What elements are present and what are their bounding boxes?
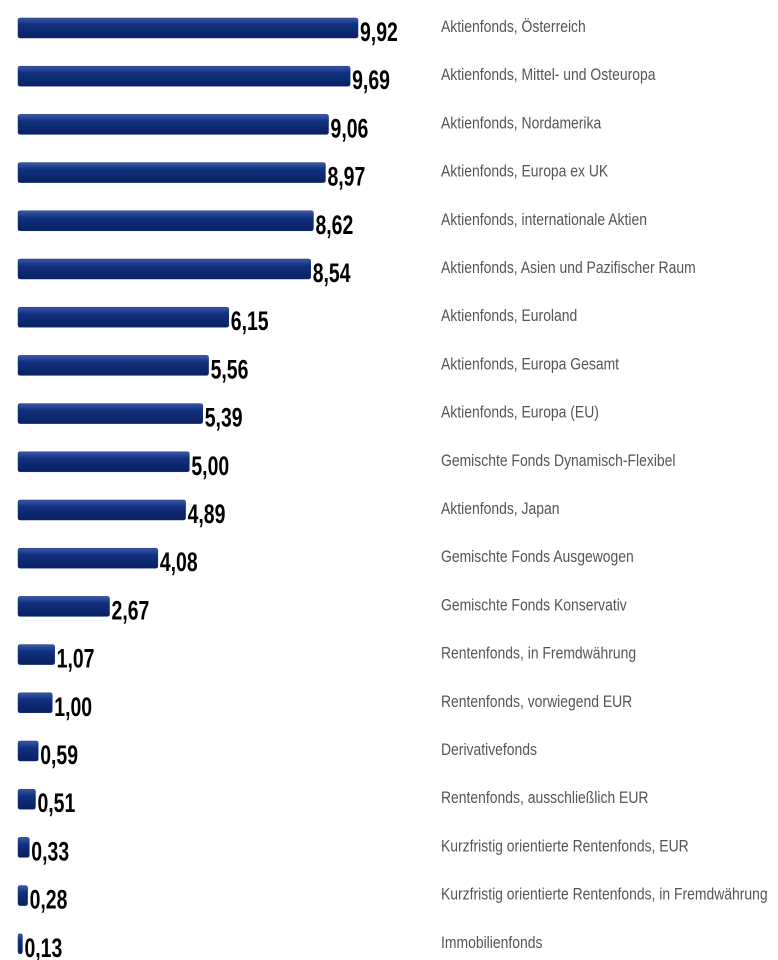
bar <box>17 451 190 473</box>
category-label: Aktienfonds, Nordamerika <box>441 114 602 133</box>
bar <box>17 644 55 665</box>
value-label: 0,28 <box>30 884 68 914</box>
bar <box>17 837 30 858</box>
value-label: 8,54 <box>313 258 351 288</box>
bar <box>17 547 159 569</box>
value-label: 1,00 <box>54 692 92 722</box>
bar <box>17 596 110 617</box>
value-label: 5,39 <box>205 402 243 432</box>
value-label: 0,51 <box>37 788 75 818</box>
value-label: 2,67 <box>112 595 150 625</box>
category-label: Aktienfonds, Mittel- und Osteuropa <box>441 66 656 85</box>
category-label: Derivativefonds <box>441 741 537 760</box>
value-label: 8,97 <box>327 161 365 191</box>
category-label: Gemischte Fonds Dynamisch-Flexibel <box>441 452 676 471</box>
value-label: 1,07 <box>57 643 95 673</box>
bar <box>17 65 351 87</box>
bar <box>17 692 53 714</box>
bar <box>17 740 39 762</box>
category-label: Immobilienfonds <box>441 934 543 953</box>
bar <box>17 114 329 135</box>
bar <box>17 885 28 906</box>
category-label: Gemischte Fonds Ausgewogen <box>441 548 634 567</box>
category-label: Aktienfonds, Europa (EU) <box>441 403 599 422</box>
category-label: Rentenfonds, vorwiegend EUR <box>441 693 632 712</box>
category-label: Aktienfonds, Europa Gesamt <box>441 355 620 374</box>
value-label: 0,59 <box>40 740 78 770</box>
category-label: Aktienfonds, Europa ex UK <box>441 162 609 181</box>
bar <box>17 17 359 39</box>
value-label: 4,89 <box>188 499 226 529</box>
value-label: 6,15 <box>231 306 269 336</box>
value-label: 9,69 <box>352 65 390 95</box>
category-label: Aktienfonds, internationale Aktien <box>441 211 647 230</box>
category-label: Aktienfonds, Japan <box>441 500 559 519</box>
category-label: Kurzfristig orientierte Rentenfonds, EUR <box>441 837 689 856</box>
category-label: Kurzfristig orientierte Rentenfonds, in … <box>441 885 768 904</box>
bar <box>17 499 186 521</box>
bar <box>17 258 311 280</box>
category-label: Rentenfonds, ausschließlich EUR <box>441 789 648 808</box>
category-label: Aktienfonds, Asien und Pazifischer Raum <box>441 259 696 278</box>
value-label: 9,92 <box>360 17 398 47</box>
value-label: 8,62 <box>315 210 353 240</box>
bar <box>17 162 326 183</box>
bar <box>17 933 23 955</box>
bar <box>17 355 209 376</box>
value-label: 5,56 <box>211 354 249 384</box>
bar <box>17 210 314 232</box>
bar <box>17 403 203 424</box>
value-label: 9,06 <box>331 113 369 143</box>
value-label: 0,33 <box>31 836 69 866</box>
category-label: Gemischte Fonds Konservativ <box>441 596 627 615</box>
value-label: 5,00 <box>191 451 229 481</box>
bar <box>17 306 230 328</box>
bar <box>17 788 36 810</box>
value-label: 4,08 <box>160 547 198 577</box>
category-label: Aktienfonds, Österreich <box>441 17 586 37</box>
category-label: Aktienfonds, Euroland <box>441 307 577 326</box>
category-label: Rentenfonds, in Fremdwährung <box>441 644 636 663</box>
value-label: 0,13 <box>24 933 62 960</box>
